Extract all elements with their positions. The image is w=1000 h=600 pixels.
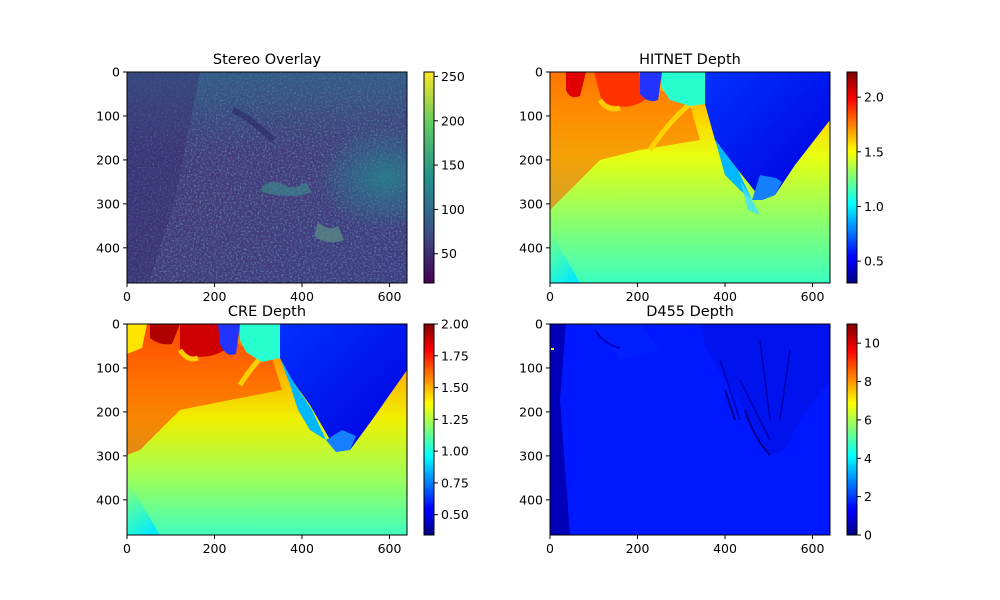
- y-tick-label: 0: [112, 65, 120, 80]
- colorbar-tick-label: 2: [864, 489, 872, 504]
- colorbar: 0.5 1.0 1.5 2.0: [846, 71, 884, 284]
- x-tick-label: 200: [626, 289, 650, 304]
- x-tick-label: 200: [203, 289, 227, 304]
- y-tick-label: 200: [96, 404, 120, 419]
- axes-frame: [549, 323, 831, 536]
- axes-3: 0 200 400 600 0 100 200 300 400 0 2 4 6 8 10: [519, 317, 880, 557]
- colorbar-gradient: [846, 71, 858, 284]
- colorbar-tick-label: 0: [864, 528, 872, 543]
- x-tick-label: 400: [290, 541, 314, 556]
- heatmap-image: [127, 72, 407, 283]
- y-tick-label: 300: [96, 196, 120, 211]
- colorbar-tick-label: 100: [441, 202, 465, 217]
- y-tick-label: 400: [519, 240, 543, 255]
- colorbar-gradient: [423, 323, 435, 536]
- colorbar-tick-label: 1.0: [864, 199, 884, 214]
- colorbar-tick-label: 1.5: [864, 144, 884, 159]
- x-tick-label: 400: [290, 289, 314, 304]
- chart-title: Stereo Overlay: [213, 52, 322, 68]
- x-tick-label: 400: [713, 289, 737, 304]
- panel-cre-depth: CRE Depth: [127, 304, 407, 535]
- y-tick-label: 100: [96, 360, 120, 375]
- y-tick-label: 200: [519, 404, 543, 419]
- axes-2: 0 200 400 600 0 100 200 300 400 0.50 0.75 1.00 1.25 1…: [96, 317, 469, 557]
- heatmap-image: [550, 72, 830, 283]
- colorbar-tick-label: 0.5: [864, 254, 884, 269]
- x-tick-label: 400: [713, 541, 737, 556]
- y-tick-label: 0: [112, 317, 120, 332]
- colorbar-tick-label: 200: [441, 113, 465, 128]
- y-tick-label: 300: [519, 196, 543, 211]
- y-tick-label: 400: [96, 240, 120, 255]
- x-tick-label: 600: [378, 289, 402, 304]
- colorbar-tick-label: 10: [864, 336, 880, 351]
- colorbar-tick-label: 6: [864, 412, 872, 427]
- axes-frame: [126, 71, 408, 284]
- colorbar-tick-label: 2.0: [864, 90, 884, 105]
- axes-frame: [126, 323, 408, 536]
- y-tick-label: 300: [519, 448, 543, 463]
- x-tick-label: 0: [123, 541, 131, 556]
- colorbar-tick-label: 4: [864, 451, 872, 466]
- x-tick-label: 600: [378, 541, 402, 556]
- colorbar: 0.50 0.75 1.00 1.25 1.50 1.75 2.00: [423, 317, 469, 536]
- colorbar: 50 100 150 200 250: [423, 69, 465, 284]
- y-tick-label: 0: [535, 317, 543, 332]
- axes-frame: [549, 71, 831, 284]
- y-tick-label: 300: [96, 448, 120, 463]
- x-tick-label: 0: [546, 289, 554, 304]
- y-tick-label: 200: [96, 152, 120, 167]
- colorbar-tick-label: 1.50: [441, 380, 469, 395]
- x-tick-label: 600: [801, 541, 825, 556]
- panel-d455-depth: D455 Depth: [550, 304, 830, 535]
- y-tick-label: 0: [535, 65, 543, 80]
- y-tick-label: 400: [96, 492, 120, 507]
- y-tick-label: 100: [96, 108, 120, 123]
- colorbar-gradient: [423, 71, 435, 284]
- chart-title: HITNET Depth: [639, 52, 741, 68]
- y-tick-label: 400: [519, 492, 543, 507]
- colorbar-tick-label: 8: [864, 374, 872, 389]
- x-tick-label: 0: [123, 289, 131, 304]
- colorbar-tick-label: 250: [441, 69, 465, 84]
- colorbar-tick-label: 2.00: [441, 317, 469, 332]
- y-tick-label: 100: [519, 108, 543, 123]
- panel-hitnet-depth: HITNET Depth: [550, 52, 830, 283]
- colorbar-tick-label: 50: [441, 246, 457, 261]
- colorbar-tick-label: 1.75: [441, 348, 469, 363]
- heatmap-image: [127, 324, 407, 535]
- chart-title: D455 Depth: [646, 304, 734, 320]
- x-tick-label: 600: [801, 289, 825, 304]
- x-tick-label: 0: [546, 541, 554, 556]
- y-tick-label: 200: [519, 152, 543, 167]
- colorbar-tick-label: 0.50: [441, 507, 469, 522]
- chart-title: CRE Depth: [228, 304, 306, 320]
- x-tick-label: 200: [203, 541, 227, 556]
- colorbar-gradient: [846, 323, 858, 536]
- x-tick-label: 200: [626, 541, 650, 556]
- y-tick-label: 100: [519, 360, 543, 375]
- axes-0: 0 200 400 600 0 100 200 300 400 50 100 150 200 250: [96, 65, 465, 305]
- heatmap-image: [550, 324, 830, 535]
- colorbar-tick-label: 150: [441, 158, 465, 173]
- colorbar-tick-label: 1.00: [441, 444, 469, 459]
- colorbar: 0 2 4 6 8 10: [846, 323, 880, 543]
- colorbar-tick-label: 0.75: [441, 475, 469, 490]
- panel-stereo-overlay: Stereo Overlay: [127, 52, 407, 283]
- axes-1: 0 200 400 600 0 100 200 300 400 0.5 1.0 1.5 2.0: [519, 65, 884, 305]
- colorbar-tick-label: 1.25: [441, 412, 469, 427]
